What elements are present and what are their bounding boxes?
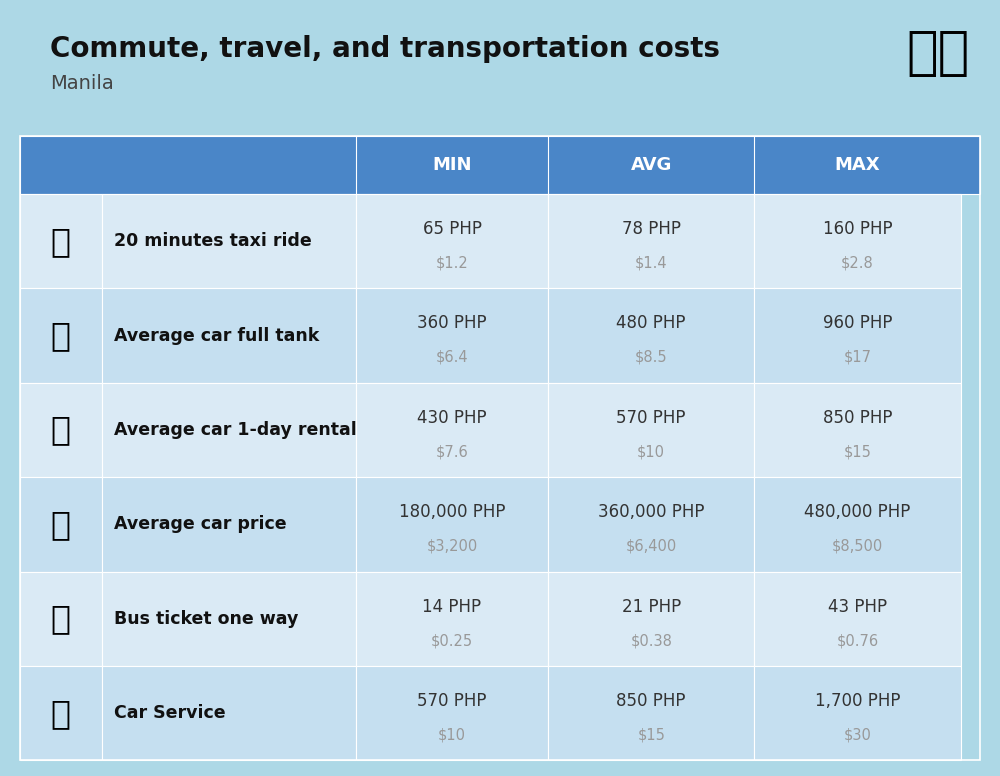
Text: Average car price: Average car price <box>114 515 286 533</box>
Text: 480 PHP: 480 PHP <box>616 314 686 332</box>
Text: Commute, travel, and transportation costs: Commute, travel, and transportation cost… <box>50 35 720 63</box>
Text: 14 PHP: 14 PHP <box>422 598 482 615</box>
FancyBboxPatch shape <box>20 289 102 383</box>
FancyBboxPatch shape <box>754 194 961 289</box>
FancyBboxPatch shape <box>754 383 961 477</box>
Text: 21 PHP: 21 PHP <box>622 598 681 615</box>
FancyBboxPatch shape <box>754 477 961 572</box>
Text: 1,700 PHP: 1,700 PHP <box>815 692 900 710</box>
Text: 850 PHP: 850 PHP <box>616 692 686 710</box>
Text: $1.4: $1.4 <box>635 255 668 270</box>
FancyBboxPatch shape <box>20 136 980 194</box>
Text: $7.6: $7.6 <box>436 444 468 459</box>
Text: $1.2: $1.2 <box>436 255 468 270</box>
Text: 🇵🇭: 🇵🇭 <box>907 27 970 79</box>
Text: Car Service: Car Service <box>114 705 225 722</box>
Text: 570 PHP: 570 PHP <box>616 409 686 427</box>
FancyBboxPatch shape <box>356 194 548 289</box>
FancyBboxPatch shape <box>548 383 754 477</box>
Text: $17: $17 <box>844 350 872 365</box>
Text: 🚌: 🚌 <box>51 602 71 636</box>
FancyBboxPatch shape <box>356 477 548 572</box>
Text: $0.25: $0.25 <box>431 633 473 648</box>
Text: 480,000 PHP: 480,000 PHP <box>804 503 911 521</box>
FancyBboxPatch shape <box>102 383 356 477</box>
Text: Bus ticket one way: Bus ticket one way <box>114 610 298 628</box>
Text: AVG: AVG <box>631 156 672 174</box>
FancyBboxPatch shape <box>548 194 754 289</box>
Text: Average car 1-day rental: Average car 1-day rental <box>114 421 356 439</box>
FancyBboxPatch shape <box>102 194 356 289</box>
Text: Average car full tank: Average car full tank <box>114 327 319 345</box>
Text: $10: $10 <box>438 727 466 743</box>
FancyBboxPatch shape <box>754 666 961 760</box>
Text: 430 PHP: 430 PHP <box>417 409 487 427</box>
Text: 570 PHP: 570 PHP <box>417 692 487 710</box>
FancyBboxPatch shape <box>356 383 548 477</box>
Text: $8.5: $8.5 <box>635 350 668 365</box>
Text: 🛠: 🛠 <box>51 697 71 729</box>
Text: 160 PHP: 160 PHP <box>823 220 892 238</box>
Text: 180,000 PHP: 180,000 PHP <box>399 503 505 521</box>
Text: 65 PHP: 65 PHP <box>423 220 482 238</box>
FancyBboxPatch shape <box>754 572 961 666</box>
Text: $8,500: $8,500 <box>832 539 883 553</box>
Text: $10: $10 <box>637 444 665 459</box>
FancyBboxPatch shape <box>548 477 754 572</box>
FancyBboxPatch shape <box>754 289 961 383</box>
Text: $0.38: $0.38 <box>630 633 672 648</box>
Text: $6,400: $6,400 <box>626 539 677 553</box>
Text: $30: $30 <box>844 727 872 743</box>
Text: ⛽: ⛽ <box>51 319 71 352</box>
Text: 360,000 PHP: 360,000 PHP <box>598 503 704 521</box>
Text: $2.8: $2.8 <box>841 255 874 270</box>
FancyBboxPatch shape <box>356 666 548 760</box>
FancyBboxPatch shape <box>20 383 102 477</box>
Text: $15: $15 <box>844 444 872 459</box>
Text: 960 PHP: 960 PHP <box>823 314 892 332</box>
Text: MIN: MIN <box>432 156 472 174</box>
FancyBboxPatch shape <box>548 666 754 760</box>
FancyBboxPatch shape <box>20 572 102 666</box>
Text: 360 PHP: 360 PHP <box>417 314 487 332</box>
Text: $3,200: $3,200 <box>426 539 478 553</box>
FancyBboxPatch shape <box>356 289 548 383</box>
FancyBboxPatch shape <box>356 572 548 666</box>
Text: 43 PHP: 43 PHP <box>828 598 887 615</box>
FancyBboxPatch shape <box>20 666 102 760</box>
Text: Manila: Manila <box>50 74 114 92</box>
Text: $15: $15 <box>637 727 665 743</box>
Text: $6.4: $6.4 <box>436 350 468 365</box>
Text: 850 PHP: 850 PHP <box>823 409 892 427</box>
FancyBboxPatch shape <box>102 477 356 572</box>
FancyBboxPatch shape <box>548 289 754 383</box>
FancyBboxPatch shape <box>102 572 356 666</box>
Text: 78 PHP: 78 PHP <box>622 220 681 238</box>
FancyBboxPatch shape <box>20 477 102 572</box>
Text: 🚗: 🚗 <box>51 508 71 541</box>
FancyBboxPatch shape <box>20 194 102 289</box>
Text: MAX: MAX <box>835 156 880 174</box>
FancyBboxPatch shape <box>102 666 356 760</box>
Text: 20 minutes taxi ride: 20 minutes taxi ride <box>114 232 311 250</box>
Text: 🚙: 🚙 <box>51 414 71 446</box>
Text: 🚕: 🚕 <box>51 225 71 258</box>
FancyBboxPatch shape <box>102 289 356 383</box>
FancyBboxPatch shape <box>548 572 754 666</box>
Text: $0.76: $0.76 <box>837 633 879 648</box>
